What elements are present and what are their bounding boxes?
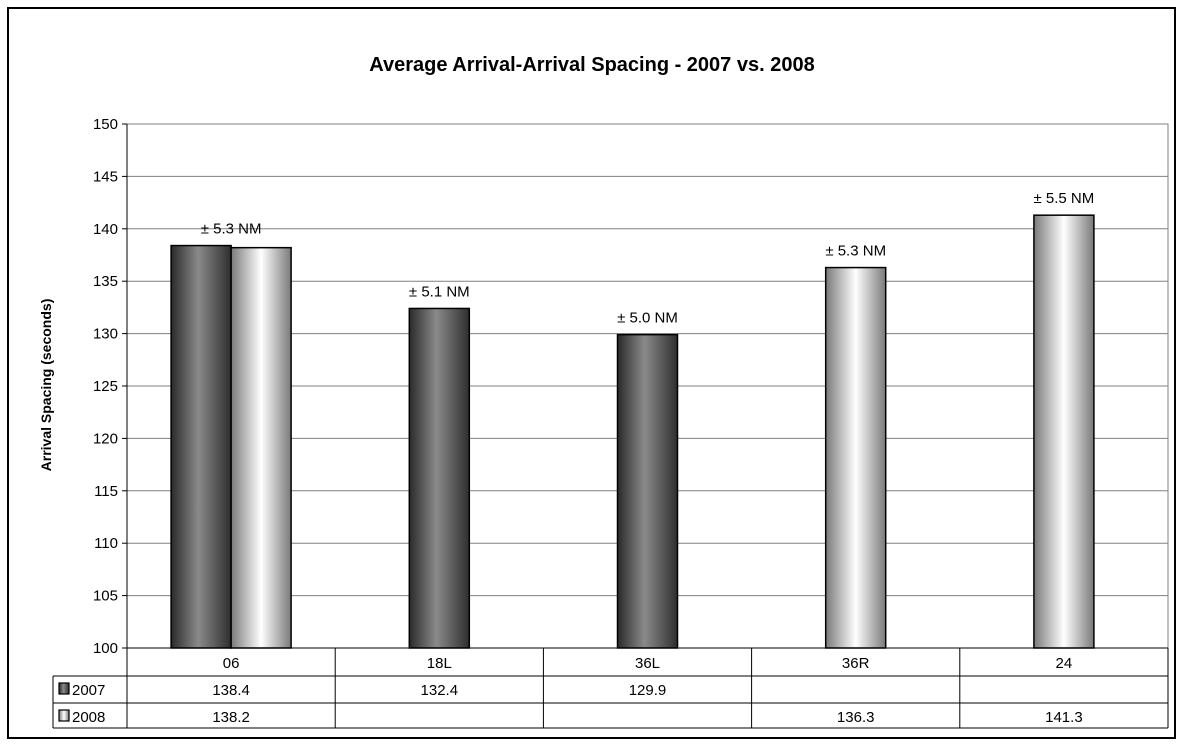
x-category-label: 06 [223, 655, 240, 672]
legend-swatch-2008 [58, 709, 70, 722]
y-tick-label: 100 [93, 640, 118, 657]
bar-2008-06 [230, 246, 292, 649]
y-tick-label: 140 [93, 221, 118, 238]
legend-label-2007: 2007 [72, 682, 105, 699]
x-category-label: 24 [1056, 655, 1073, 672]
y-tick-label: 110 [94, 535, 118, 552]
bars [170, 214, 1095, 649]
annotation-36R: ± 5.3 NM [825, 243, 886, 260]
y-tick-label: 145 [93, 168, 118, 185]
y-tick-label: 130 [93, 326, 118, 343]
bar-2008-24 [1033, 214, 1095, 649]
y-tick-label: 125 [93, 378, 118, 395]
bar-2007-18L [408, 307, 471, 649]
y-tick-label: 105 [93, 588, 118, 605]
table-cell: 141.3 [1045, 709, 1083, 726]
bar-2007-36L [616, 333, 679, 649]
table-cell: 136.3 [837, 709, 875, 726]
legend-swatch-2007 [58, 682, 70, 695]
annotation-36L: ± 5.0 NM [617, 310, 678, 327]
chart-title: Average Arrival-Arrival Spacing - 2007 v… [369, 54, 815, 76]
y-axis-label: Arrival Spacing (seconds) [38, 299, 54, 472]
bar-2008-36R [824, 266, 887, 649]
x-category-label: 18L [427, 655, 452, 672]
x-category-label: 36L [635, 655, 660, 672]
table-cell: 129.9 [629, 682, 667, 699]
table-cell: 138.2 [212, 709, 250, 726]
x-category-label: 36R [842, 655, 870, 672]
table-cell: 138.4 [212, 682, 250, 699]
legend-label-2008: 2008 [72, 709, 105, 726]
annotation-24: ± 5.5 NM [1034, 190, 1095, 207]
y-tick-labels: 100 105 110 115 120 125 130 135 140 145 150 [93, 116, 118, 657]
data-table: 06 18L 36L 36R 24 2007 138.4 132.4 129.9 2008 138.… [52, 647, 1169, 729]
y-tick-label: 150 [93, 116, 118, 133]
table-cell: 132.4 [421, 682, 459, 699]
y-tick-label: 120 [93, 430, 118, 447]
bar-2007-06 [170, 244, 232, 649]
annotation-18L: ± 5.1 NM [409, 283, 470, 300]
y-tick-label: 135 [93, 273, 118, 290]
y-tick-label: 115 [94, 483, 118, 500]
bar-annotations: ± 5.3 NM ± 5.1 NM ± 5.0 NM ± 5.3 NM ± 5.5 NM [201, 190, 1095, 326]
annotation-06: ± 5.3 NM [201, 221, 262, 238]
